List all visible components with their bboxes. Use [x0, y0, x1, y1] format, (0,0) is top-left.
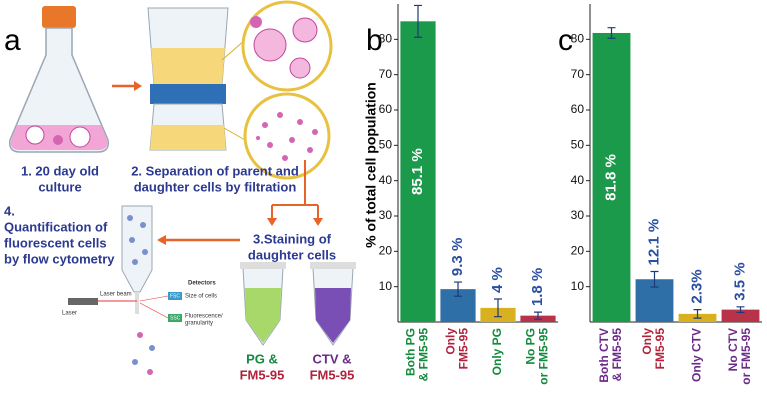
x-tick-label: No CTV	[726, 328, 740, 371]
y-tick-label: 20	[379, 244, 393, 258]
y-tick-label: 10	[571, 279, 585, 293]
x-tick-label: or FM5-95	[739, 328, 753, 385]
y-tick-label: 70	[379, 67, 393, 81]
y-tick-label: 60	[571, 102, 585, 116]
bar	[400, 21, 436, 323]
x-tick-label: Only	[640, 328, 654, 355]
y-tick-label: 50	[379, 138, 393, 152]
y-tick-label: 80	[571, 32, 585, 46]
label: Laser	[62, 311, 77, 317]
y-axis-label: % of total cell population	[363, 82, 379, 248]
step-label: by flow cytometry	[4, 251, 115, 266]
y-tick-label: 80	[379, 32, 393, 46]
error-bar	[454, 281, 462, 297]
label: granularity	[185, 321, 213, 327]
y-tick-label: 60	[379, 102, 393, 116]
y-tick-label: 40	[379, 173, 393, 187]
label: Detectors	[188, 281, 216, 287]
value-label: 81.8 %	[602, 154, 619, 201]
flask	[8, 6, 110, 153]
step-label: 3.Staining of	[253, 231, 332, 246]
tube-label: PG &	[246, 351, 278, 366]
step-label: 4.	[4, 203, 15, 218]
panel-label: a	[4, 24, 21, 57]
value-label: 9.3 %	[449, 238, 466, 276]
x-tick-label: Only PG	[490, 328, 504, 375]
value-label: 2.3%	[688, 269, 705, 303]
step-label: Quantification of	[4, 219, 108, 234]
error-bar	[736, 306, 745, 314]
tube	[240, 262, 286, 346]
label: Laser beam	[100, 292, 132, 298]
error-bar	[534, 311, 542, 320]
filter	[147, 7, 229, 151]
value-label: 1.8 %	[529, 268, 546, 306]
label: Fluorescence/	[185, 314, 223, 320]
y-tick-label: 20	[571, 244, 585, 258]
value-label: 3.5 %	[731, 262, 748, 300]
step-label: 1. 20 day old	[21, 163, 99, 178]
tube-label: FM5-95	[310, 367, 355, 382]
y-tick-label: 30	[571, 208, 585, 222]
step-label: 2. Separation of parent and	[131, 163, 299, 178]
y-tick-label: 70	[571, 67, 585, 81]
x-tick-label: Both CTV	[597, 328, 611, 383]
y-tick-label: 40	[571, 173, 585, 187]
error-bar	[693, 309, 702, 319]
tube-label: FM5-95	[240, 367, 285, 382]
arrow-head	[134, 81, 142, 91]
error-bar	[414, 4, 422, 38]
x-tick-label: FM5-95	[457, 328, 471, 370]
x-tick-label: & FM5-95	[417, 328, 431, 382]
tube	[310, 262, 356, 346]
label: SSC	[170, 315, 181, 321]
x-tick-label: Both PG	[404, 328, 418, 376]
label: Size of cells	[185, 294, 217, 300]
tube-label: CTV &	[313, 351, 352, 366]
x-tick-label: or FM5-95	[537, 328, 551, 385]
error-bar	[494, 298, 502, 318]
x-tick-label: No PG	[524, 328, 538, 365]
step-label: daughter cells by filtration	[134, 179, 297, 194]
y-tick-label: 10	[379, 279, 393, 293]
zoom-circle	[243, 92, 331, 180]
label: FSC	[170, 293, 180, 299]
step-label: culture	[38, 179, 81, 194]
step-label: fluorescent cells	[4, 235, 107, 250]
panel-label: b	[366, 24, 383, 57]
x-tick-label: & FM5-95	[610, 328, 624, 382]
value-label: 12.1 %	[645, 219, 662, 266]
bar	[721, 309, 760, 322]
step-label: daughter cells	[248, 247, 336, 262]
y-tick-label: 50	[571, 138, 585, 152]
error-bar	[650, 270, 659, 288]
panel-label: c	[558, 24, 573, 57]
error-bar	[607, 27, 616, 39]
value-label: 4 %	[489, 267, 506, 293]
y-tick-label: 30	[379, 208, 393, 222]
x-tick-label: Only CTV	[690, 328, 704, 382]
x-tick-label: FM5-95	[653, 328, 667, 370]
cytometer	[68, 205, 182, 375]
x-tick-label: Only	[444, 328, 458, 355]
value-label: 85.1 %	[409, 148, 426, 195]
bar	[592, 32, 631, 323]
